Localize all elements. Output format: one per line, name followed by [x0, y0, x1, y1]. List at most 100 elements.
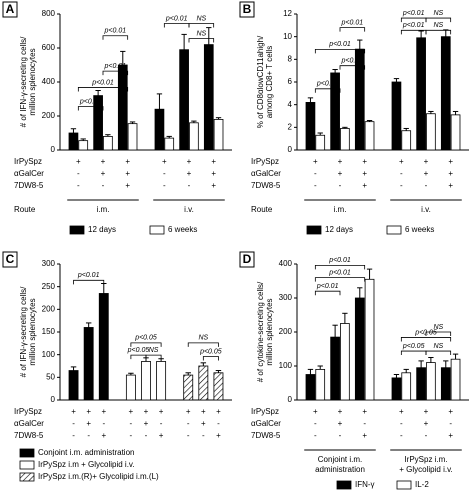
row-cell: +: [424, 419, 429, 428]
row-cell: +: [338, 157, 343, 166]
significance-bracket: [339, 27, 366, 32]
row-cell: +: [125, 169, 130, 178]
bar: [83, 327, 94, 401]
significance-bracket: [202, 356, 219, 361]
group-label: i.m.: [97, 205, 110, 214]
row-cell: +: [101, 407, 106, 416]
bar: [315, 134, 326, 151]
panel-letter: C: [6, 252, 15, 266]
row-cell: +: [362, 407, 367, 416]
row-cell: -: [400, 431, 403, 440]
bar: [330, 72, 340, 151]
row-cell: -: [202, 431, 205, 440]
significance-label: p<0.01: [328, 269, 351, 276]
row-cell: +: [448, 431, 453, 440]
legend-label: IFN-γ: [355, 480, 375, 489]
row-cell: +: [448, 169, 453, 178]
bar: [440, 367, 451, 401]
bar: [391, 377, 402, 401]
row-cell: +: [216, 431, 221, 440]
row-cell: -: [314, 431, 317, 440]
row-cell: +: [162, 157, 167, 166]
row-cell: -: [87, 431, 90, 440]
bar: [426, 113, 436, 151]
legend-swatch: [19, 472, 35, 482]
y-tick-label: 400: [42, 77, 56, 86]
panel-letter-box: [2, 1, 18, 18]
row-cell: -: [130, 431, 133, 440]
legend-swatch: [336, 480, 352, 490]
bar: [179, 49, 189, 151]
significance-label: NS: [433, 343, 443, 350]
bar: [164, 137, 175, 151]
significance-label: NS: [433, 324, 443, 331]
y-tick-label: 250: [42, 282, 56, 291]
group-label: i.v.: [184, 205, 194, 214]
row-cell: +: [424, 407, 429, 416]
y-tick-label: 100: [279, 361, 293, 370]
row-cell: -: [314, 169, 317, 178]
bar: [401, 130, 412, 151]
bar: [117, 64, 128, 151]
row-cell: +: [216, 407, 221, 416]
significance-label: p<0.01: [77, 272, 100, 279]
significance-label: p<0.01: [316, 81, 339, 88]
y-tick-label: 150: [42, 327, 56, 336]
significance-bracket: [339, 65, 366, 70]
bar: [141, 361, 151, 401]
legend-swatch: [69, 225, 85, 235]
row-cell: +: [129, 407, 134, 416]
row-cell: +: [448, 181, 453, 190]
y-tick-label: 10: [283, 32, 292, 41]
row-cell: -: [77, 169, 80, 178]
significance-bracket: [314, 264, 366, 270]
row-cell: +: [86, 407, 91, 416]
significance-label: p<0.05: [341, 58, 364, 65]
row-cell: +: [144, 407, 149, 416]
significance-label: p<0.05: [127, 347, 150, 354]
group-label: IrPySpz i.m.: [404, 455, 447, 464]
bar: [78, 140, 89, 151]
row-cell: +: [101, 169, 106, 178]
significance-bracket: [314, 48, 366, 54]
group-title: Route: [251, 205, 273, 214]
significance-bracket: [400, 337, 452, 342]
group-label: i.v.: [421, 205, 431, 214]
bar: [156, 361, 167, 401]
legend-swatch: [19, 448, 35, 458]
significance-label: NS: [198, 335, 208, 342]
bar: [68, 370, 79, 401]
legend-swatch: [149, 225, 165, 235]
row-cell: +: [362, 157, 367, 166]
y-axis-label: % of CD8αlowCD11ahigh/: [256, 35, 265, 128]
y-tick-label: 100: [42, 350, 56, 359]
row-cell: +: [313, 157, 318, 166]
bar: [330, 336, 340, 401]
row-cell: -: [314, 181, 317, 190]
y-axis-label: # of IFN-γ-secreting cells/: [19, 286, 28, 377]
group-title: Route: [14, 205, 36, 214]
row-cell: +: [187, 169, 192, 178]
row-cell: +: [86, 419, 91, 428]
significance-bracket: [188, 38, 215, 43]
significance-label: NS: [433, 10, 443, 17]
legend-label: IrPySpz i.m.(R)+ Glycolipid i.m.(L): [38, 472, 159, 481]
significance-label: p<0.01: [79, 98, 102, 105]
significance-label: NS: [196, 15, 206, 22]
bar: [93, 95, 103, 151]
significance-label: NS: [149, 347, 159, 354]
row-label: 7DW8-5: [251, 181, 281, 190]
significance-label: p<0.01: [91, 79, 114, 86]
legend-label: IL-2: [415, 480, 429, 489]
bar: [340, 323, 350, 401]
significance-label: p<0.01: [402, 10, 425, 17]
row-cell: -: [72, 431, 75, 440]
significance-bracket: [314, 277, 366, 282]
y-axis-label: million splenocytes: [28, 298, 37, 365]
bar: [305, 374, 316, 401]
significance-label: p<0.05: [134, 335, 157, 342]
row-cell: -: [339, 181, 342, 190]
significance-label: p<0.05: [402, 343, 425, 350]
bar: [213, 372, 224, 401]
row-cell: +: [101, 431, 106, 440]
